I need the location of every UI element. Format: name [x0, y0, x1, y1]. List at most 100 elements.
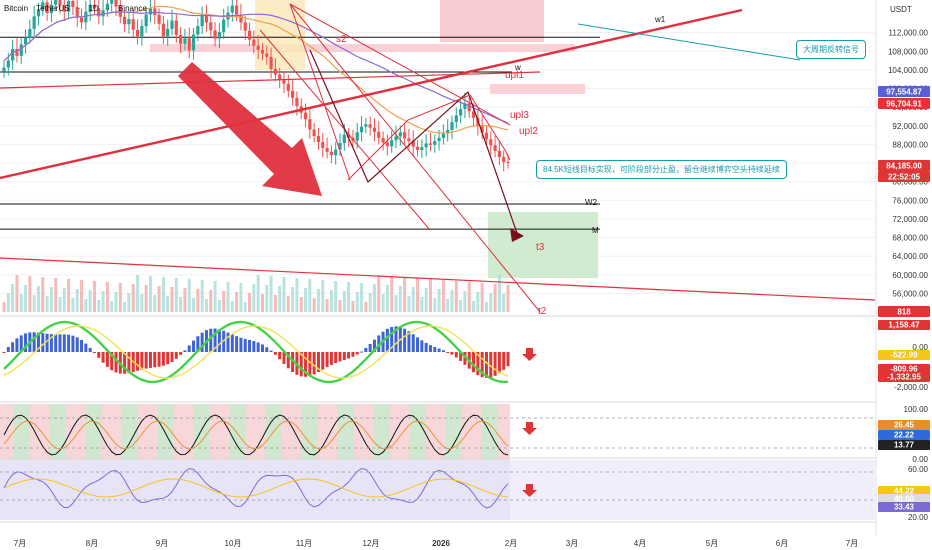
volume-bar: [110, 301, 114, 312]
candle-body: [278, 74, 282, 81]
macd-histogram-bar: [265, 347, 269, 352]
label-upl3: upl3: [510, 110, 529, 121]
candle-body: [54, 0, 58, 5]
candle-body: [209, 22, 213, 31]
macd-histogram-bar: [428, 345, 432, 352]
macd-histogram-bar: [334, 352, 338, 363]
candle-body: [260, 49, 265, 54]
volume-bar: [390, 276, 394, 312]
candle-body: [407, 138, 411, 142]
macd-tick: 0.00: [912, 343, 928, 352]
volume-bar: [411, 287, 415, 312]
volume-bar: [252, 284, 256, 312]
candle-body: [174, 20, 178, 35]
macd-histogram-bar: [67, 334, 71, 352]
volume-bar: [97, 300, 101, 312]
candle-body: [105, 3, 109, 11]
candle-body: [424, 143, 428, 148]
volume-bar: [497, 275, 501, 312]
time-tick: 2月: [505, 539, 517, 548]
volume-bar: [360, 283, 364, 312]
volume-bar: [45, 296, 49, 312]
macd-histogram-bar: [97, 352, 101, 358]
time-tick: 9月: [156, 539, 168, 548]
volume-bar: [446, 299, 450, 312]
volume-bar: [243, 302, 247, 312]
candle-body: [140, 26, 144, 37]
volume-bar: [204, 299, 208, 312]
candle-body: [191, 34, 196, 51]
macd-histogram-bar: [372, 339, 376, 352]
candle-body: [433, 141, 437, 145]
volume-bar: [62, 288, 66, 312]
resistance-band: [150, 44, 575, 52]
volume-bar: [256, 275, 260, 312]
candle-body: [467, 103, 471, 112]
candle-body: [131, 19, 135, 30]
stoch-green-band: [122, 404, 138, 466]
target-note: 84.5K短线目标实现，可阶段部分止盈，留仓继续博弈空头持续延续: [536, 160, 787, 179]
volume-bar: [463, 291, 467, 312]
macd-histogram-bar: [420, 340, 424, 352]
macd-histogram-bar: [24, 333, 28, 352]
macd-histogram-bar: [446, 352, 450, 353]
candle-body: [480, 126, 484, 133]
candle-body: [170, 20, 174, 29]
volume-bar: [325, 299, 329, 312]
stoch-tick: 0.00: [912, 455, 928, 464]
candle-body: [484, 132, 489, 140]
candle-body: [114, 0, 118, 7]
volume-bar: [506, 285, 510, 312]
symbol-sep: ·: [77, 4, 81, 13]
macd-histogram-bar: [235, 336, 239, 352]
macd-histogram-bar: [459, 352, 463, 361]
candle-body: [359, 126, 364, 133]
macd-badge: -522.99: [890, 351, 918, 360]
stoch-green-band: [50, 404, 66, 466]
candle-body: [200, 15, 204, 27]
macd-histogram-bar: [480, 352, 484, 378]
volume-bar: [131, 284, 135, 312]
volume-bar: [28, 276, 32, 312]
time-tick: 2026: [432, 539, 450, 548]
volume-bar: [355, 292, 359, 312]
candle-body: [252, 39, 256, 46]
macd-histogram-bar: [489, 352, 493, 378]
upper-band: [490, 84, 585, 94]
volume-bar: [166, 296, 170, 312]
volume-bar: [329, 290, 333, 312]
macd-histogram-bar: [75, 337, 79, 352]
rsi-badge: 44.22: [894, 487, 915, 496]
macd-histogram-bar: [209, 328, 213, 352]
macd-histogram-bar: [463, 352, 467, 365]
volume-bar: [291, 287, 295, 312]
candle-body: [502, 156, 506, 163]
volume-bar: [80, 280, 84, 312]
candle-body: [446, 129, 450, 134]
candle-body: [110, 0, 114, 4]
macd-histogram-bar: [6, 346, 10, 352]
candle-body: [204, 15, 209, 23]
macd-histogram-bar: [407, 331, 411, 352]
volume-bar: [213, 281, 217, 312]
volume-bar: [200, 280, 204, 312]
volume-bar: [278, 286, 282, 312]
wave-arrowhead: [510, 228, 524, 242]
stoch-green-band: [86, 404, 102, 466]
volume-bar: [476, 292, 480, 312]
stoch-green-band: [302, 404, 318, 466]
candle-body: [291, 90, 295, 98]
candle-body: [441, 133, 445, 138]
candle-body: [506, 162, 510, 164]
stoch-green-band: [338, 404, 354, 466]
macd-histogram-bar: [506, 352, 510, 367]
candle-body: [79, 17, 84, 23]
time-tick: 7月: [846, 539, 858, 548]
candle-body: [347, 134, 351, 138]
volume-bar: [170, 287, 174, 312]
volume-bar: [24, 285, 28, 312]
volume-bar: [196, 289, 200, 312]
macd-histogram-bar: [179, 352, 183, 355]
stoch-green-band: [266, 404, 282, 466]
